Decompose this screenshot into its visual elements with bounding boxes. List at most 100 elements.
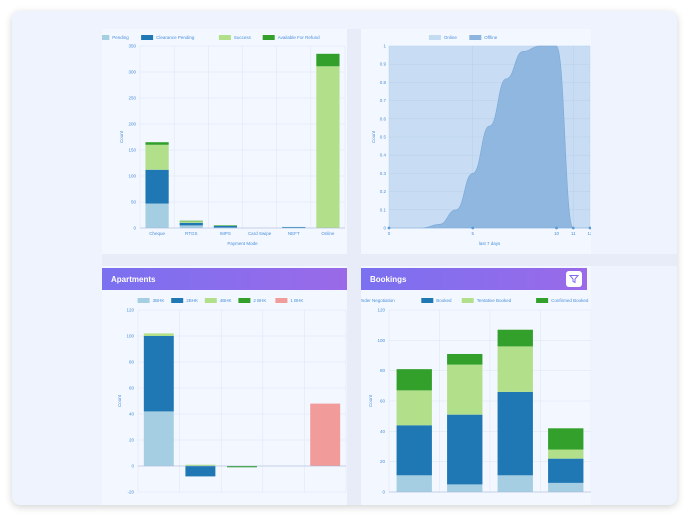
y-tick-label: 0: [131, 464, 134, 469]
legend-swatch-offline: [469, 35, 482, 40]
legend-label-available-for-refund: Available For Refund: [278, 35, 320, 40]
y-tick-label: 40: [129, 412, 135, 417]
y-tick-label: 100: [126, 334, 134, 339]
bar-3bhk-a: [143, 411, 174, 466]
y-tick-label: 0.7: [380, 98, 387, 103]
bookings-panel: Bookings Under Negotiation Booked Tentativ…: [361, 266, 591, 505]
bar-success-rtgs: [179, 221, 203, 223]
legend-label-online: Online: [444, 35, 458, 40]
legend-swatch-clearance-pending: [141, 35, 154, 40]
y-tick-label: 20: [129, 438, 135, 443]
bar-clearance-pending-imps: [213, 225, 238, 228]
legend-label-booked: Booked: [436, 298, 452, 303]
y-tick-label: 60: [380, 399, 386, 404]
y-tick-label: 0.1: [380, 207, 387, 212]
legend-label-2-bhk: 2 BHK: [253, 298, 266, 303]
legend-label-3bhk: 3BHK: [153, 298, 165, 303]
y-tick-label: 200: [128, 122, 136, 127]
bookings-chart: Under Negotiation Booked Tentative Booked C…: [361, 298, 591, 495]
data-point: [555, 226, 558, 230]
y-tick-label: 0: [133, 226, 136, 231]
y-tick-label: 40: [380, 429, 386, 434]
x-tick-label: 12: [587, 231, 591, 236]
y-tick-label: 300: [128, 70, 136, 75]
x-axis-label: last 7 days: [479, 241, 501, 246]
data-point: [471, 226, 475, 230]
y-tick-label: 0: [383, 226, 386, 231]
x-tick-label: Cheque: [149, 231, 165, 236]
y-tick-label: 120: [377, 308, 385, 313]
legend-label-4bhk: 4BHK: [220, 298, 232, 303]
bar-1-bhk-e: [310, 403, 341, 466]
y-tick-label: 0.2: [380, 189, 387, 194]
apartments-chart: 3BHK 2BHK 4BHK 2 BHK 1 BHK -20 0 20 40 60 80 100 120…: [117, 298, 347, 495]
bar-available-for-refund-cheque: [145, 142, 169, 145]
legend-label-1-bhk: 1 BHK: [290, 298, 303, 303]
x-tick-label: Card Swipe: [248, 231, 272, 236]
legend-label-clearance-pending: Clearance Pending: [156, 35, 195, 40]
bar-success-cheque: [145, 144, 169, 170]
y-tick-label: 80: [129, 360, 135, 365]
legend-swatch-booked: [421, 298, 434, 303]
bar-available-for-refund-online: [316, 53, 340, 67]
bar-pending-rtgs: [179, 225, 203, 228]
bar-clearance-pending-neft: [282, 226, 306, 228]
bookings-title: Bookings: [370, 274, 407, 284]
payment-mode-chart: Pending Clearance Pending Success Available…: [97, 35, 346, 246]
legend-swatch-4bhk: [204, 298, 217, 303]
data-point: [387, 226, 391, 230]
horizontal-divider: [102, 254, 677, 266]
apartments-header: Apartments: [102, 268, 347, 290]
y-tick-label: 0.4: [380, 153, 387, 158]
bar-confirmed-booked-c: [497, 329, 533, 347]
y-tick-label: 20: [380, 459, 386, 464]
legend-swatch-pending: [97, 35, 110, 40]
x-tick-label: Online: [321, 231, 335, 236]
x-tick-label: IMPS: [220, 231, 231, 236]
legend-swatch-1-bhk: [275, 298, 288, 303]
data-point: [588, 226, 592, 230]
legend-swatch-success: [218, 35, 231, 40]
data-point: [571, 226, 575, 230]
y-tick-label: 250: [128, 96, 136, 101]
legend-swatch-2bhk: [171, 298, 184, 303]
apartments-title: Apartments: [111, 274, 156, 284]
bar-booked-c: [497, 391, 533, 476]
bar-confirmed-booked-b: [447, 353, 483, 365]
legend-label-offline: Offline: [484, 35, 497, 40]
dashboard-frame: Pending Clearance Pending Success Available…: [12, 11, 677, 505]
bookings-header: Bookings: [361, 268, 587, 290]
legend-swatch-available-for-refund: [262, 35, 275, 40]
legend-label-pending: Pending: [112, 35, 129, 40]
bar-2bhk-b: [185, 466, 216, 477]
bar-under-negotiation-b: [447, 484, 483, 492]
filter-button[interactable]: [566, 271, 582, 287]
legend-swatch-2-bhk: [238, 298, 251, 303]
legend-label-confirmed-booked: Confirmed Booked: [551, 298, 589, 303]
y-tick-label: 60: [129, 386, 135, 391]
bar-tentative-booked-a: [396, 390, 432, 426]
y-tick-label: 0.3: [380, 171, 387, 176]
bar-available-for-refund-rtgs: [179, 220, 203, 222]
bar-pending-cheque: [145, 203, 169, 228]
y-axis-label: Count: [119, 130, 124, 143]
x-tick-label: 5: [471, 231, 474, 236]
bar-booked-a: [396, 425, 432, 476]
bar-available-for-refund-imps: [213, 225, 238, 226]
bar-under-negotiation-d: [548, 482, 584, 492]
legend-swatch-online: [428, 35, 441, 40]
filter-icon: [569, 275, 579, 284]
apartments-panel: Apartments 3BHK 2BHK 4BHK 2 BHK 1 BHK -20 0 20 4…: [102, 266, 347, 505]
legend-swatch-confirmed-booked: [536, 298, 549, 303]
legend-label-2bhk: 2BHK: [186, 298, 198, 303]
x-tick-label: 0: [388, 231, 391, 236]
y-tick-label: 0.9: [380, 62, 387, 67]
online-offline-chart: Online Offline 0 0.1 0.2 0.3 0.4 0.5 0.6 0.7 0.8 0.…: [371, 35, 593, 246]
x-axis-label: Payment Mode: [227, 241, 258, 246]
vertical-divider: [347, 29, 361, 505]
x-tick-label: RTGS: [185, 231, 197, 236]
bar-success-online: [316, 66, 340, 228]
area-offline: [389, 45, 590, 229]
legend-label-success: Success: [234, 35, 252, 40]
bar-confirmed-booked-a: [396, 369, 432, 391]
